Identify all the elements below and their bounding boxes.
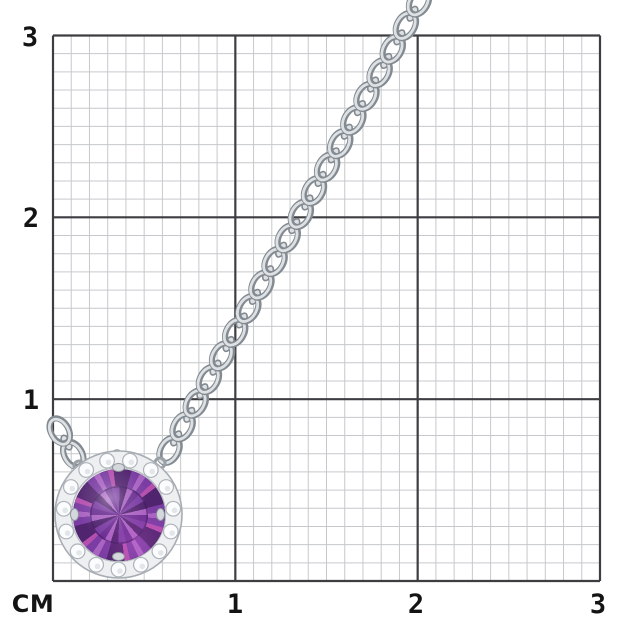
x-axis-label-2cm: 2	[408, 589, 424, 620]
halo-diamond-sparkle	[139, 563, 146, 570]
halo-diamond-sparkle	[84, 468, 91, 475]
unit-label-cm: СМ	[12, 590, 55, 618]
prong-bottom	[112, 552, 125, 561]
y-axis-label-2cm: 2	[23, 203, 39, 234]
halo-diamond-sparkle	[171, 507, 178, 514]
y-axis-label-3cm: 3	[22, 22, 38, 53]
amethyst-table-facet	[89, 485, 149, 545]
prong-right	[156, 508, 165, 521]
halo-diamond-sparkle	[169, 530, 176, 536]
halo-diamond-ring	[55, 452, 182, 578]
prong-left	[70, 508, 79, 521]
y-axis-label-1cm: 1	[23, 385, 39, 416]
halo-diamond-sparkle	[128, 459, 135, 466]
grid-major-lines	[51, 34, 602, 583]
halo-diamond-sparkle	[62, 507, 69, 514]
halo-diamond-sparkle	[69, 485, 76, 492]
halo-diamond-sparkle	[64, 530, 71, 536]
halo-diamond-sparkle	[76, 550, 82, 556]
halo-diamond-sparkle	[105, 459, 112, 466]
x-axis-label-1cm: 1	[227, 589, 243, 620]
amethyst-stone	[73, 469, 165, 561]
chain-link-highlight	[406, 0, 430, 17]
halo-diamond-sparkle	[149, 468, 156, 475]
grid-minor-lines	[53, 35, 600, 581]
x-axis-label-3cm: 3	[590, 589, 606, 620]
halo-diamond-sparkle	[94, 563, 101, 570]
halo-diamond-sparkle	[157, 550, 164, 556]
chain-link-highlight	[47, 417, 72, 446]
necklace-chain-right	[156, 0, 433, 466]
stone-highlight	[73, 469, 165, 561]
halo-diamond-sparkle	[117, 568, 123, 574]
halo-diamond-sparkle	[164, 485, 171, 492]
prong-top	[112, 463, 125, 472]
